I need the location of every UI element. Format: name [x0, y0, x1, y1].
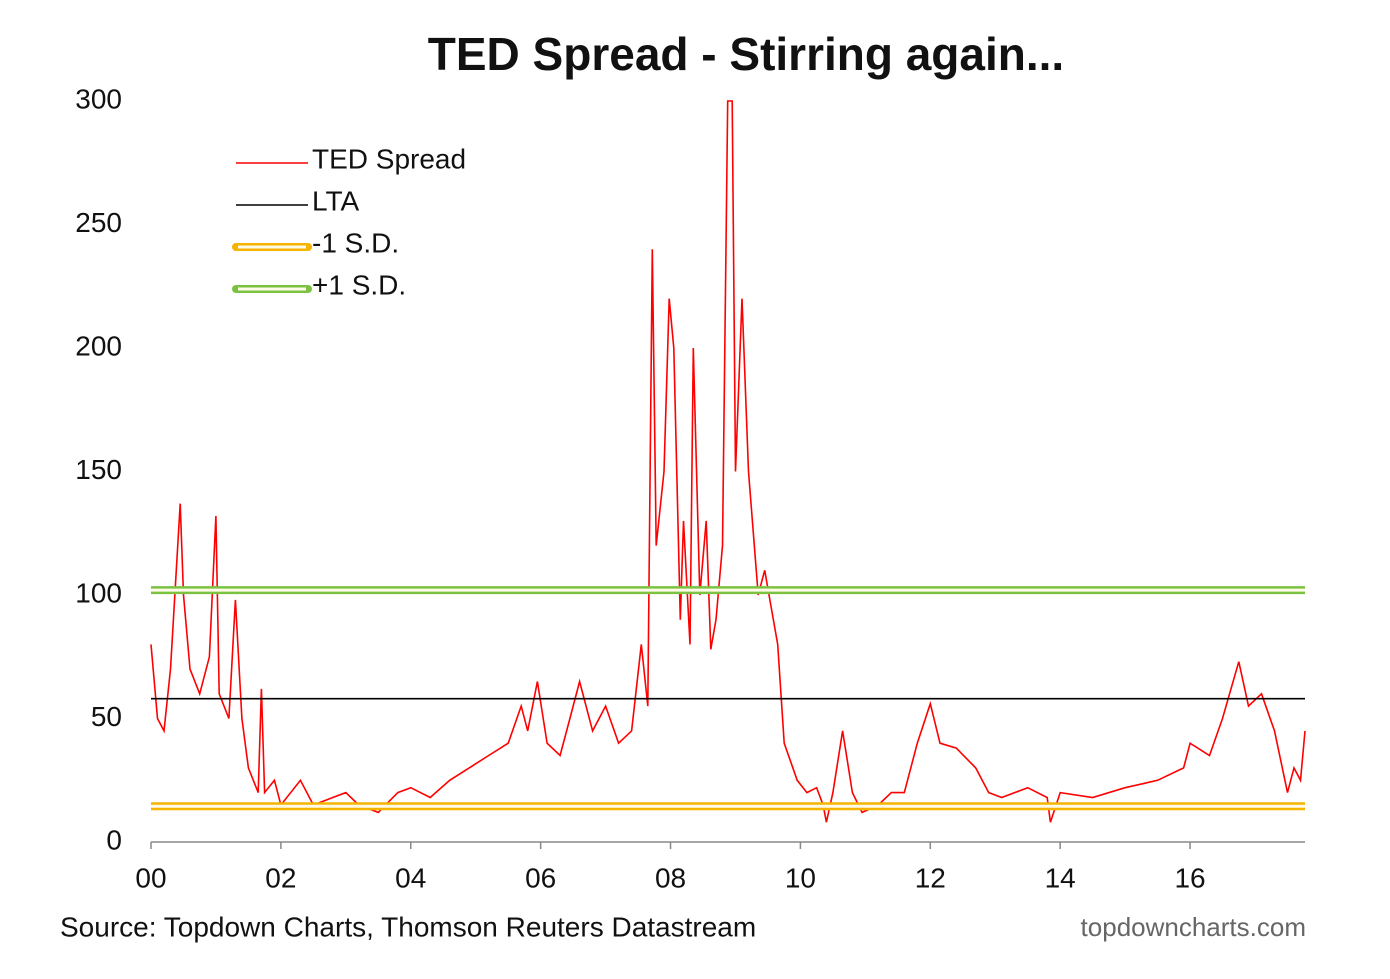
legend-label: LTA — [312, 185, 360, 216]
x-tick-label: 02 — [265, 862, 296, 893]
legend-label: TED Spread — [312, 143, 466, 174]
y-tick-label: 300 — [75, 83, 122, 114]
y-tick-label: 150 — [75, 454, 122, 485]
watermark: topdowncharts.com — [1081, 912, 1306, 942]
y-tick-label: 50 — [91, 701, 122, 732]
x-tick-label: 06 — [525, 862, 556, 893]
legend-label: -1 S.D. — [312, 227, 399, 258]
y-tick-label: 250 — [75, 207, 122, 238]
x-tick-label: 10 — [785, 862, 816, 893]
x-tick-label: 16 — [1174, 862, 1205, 893]
x-tick-label: 14 — [1045, 862, 1076, 893]
y-tick-label: 100 — [75, 577, 122, 608]
series-line — [150, 100, 1306, 823]
x-tick-label: 00 — [135, 862, 166, 893]
x-tick-label: 04 — [395, 862, 426, 893]
x-tick-label: 12 — [915, 862, 946, 893]
source: Source: Topdown Charts, Thomson Reuters … — [60, 911, 756, 942]
y-tick-label: 0 — [106, 824, 122, 855]
x-tick-label: 08 — [655, 862, 686, 893]
y-tick-label: 200 — [75, 330, 122, 361]
chart-title: TED Spread - Stirring again... — [428, 28, 1064, 80]
legend-label: +1 S.D. — [312, 269, 406, 300]
